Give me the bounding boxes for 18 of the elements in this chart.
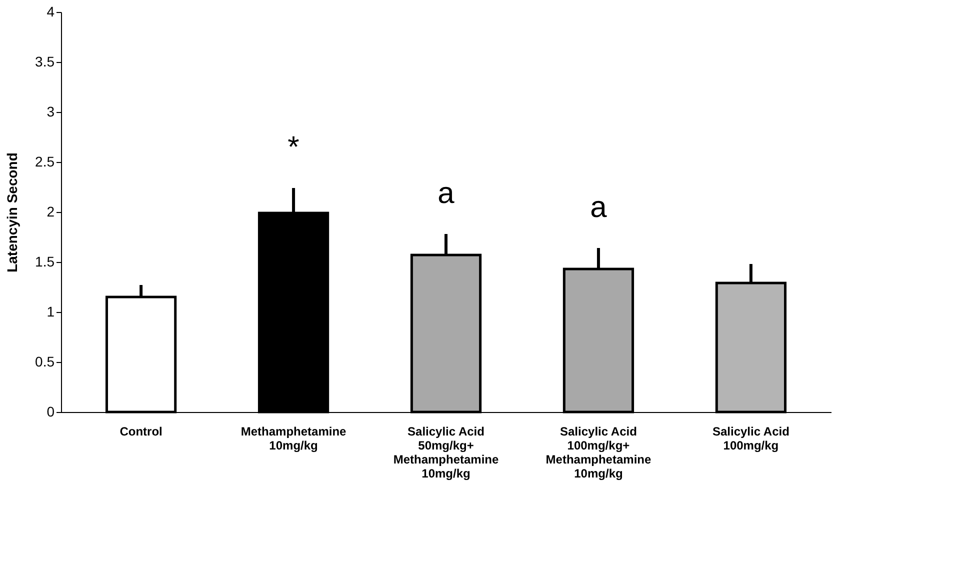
annotation: *: [288, 131, 300, 164]
y-tick-label: 1: [46, 304, 55, 320]
x-tick-label: Control: [120, 424, 162, 438]
y-tick-label: 4: [46, 4, 55, 20]
x-tick-label: Salicylic Acid 100mg/kg+ Methamphetamine 10mg/kg: [546, 424, 652, 480]
y-tick-label: 3: [46, 104, 55, 120]
annotation: a: [438, 177, 455, 210]
x-tick-label: Salicylic Acid 100mg/kg: [712, 424, 790, 452]
y-axis-title: Latencyin Second: [4, 152, 20, 272]
y-tick-label: 2.5: [35, 154, 55, 170]
y-tick-label: 3.5: [35, 54, 55, 70]
y-tick-label: 1.5: [35, 254, 55, 270]
y-tick-label: 0: [46, 404, 55, 420]
x-tick-label: Methamphetamine 10mg/kg: [240, 424, 347, 452]
y-tick-label: 0.5: [35, 354, 55, 370]
y-tick-label: 2: [46, 204, 55, 220]
annotation: a: [590, 191, 608, 224]
x-tick-label: Salicylic Acid 50mg/kg+ Methamphetamine 10mg/kg: [393, 424, 499, 480]
